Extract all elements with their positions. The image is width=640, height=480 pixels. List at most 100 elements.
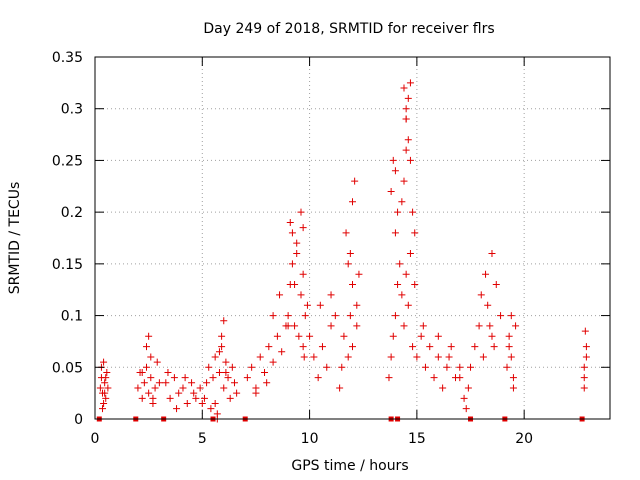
data-point [181, 374, 189, 382]
data-point [297, 208, 305, 216]
data-point [467, 363, 475, 371]
y-tick-label: 0.15 [52, 257, 83, 273]
data-point [342, 229, 350, 237]
data-point [218, 332, 226, 340]
y-tick-label: 0.05 [52, 360, 83, 376]
data-point [314, 374, 322, 382]
data-point [103, 368, 111, 376]
data-point [222, 358, 230, 366]
data-point [503, 363, 511, 371]
data-point [434, 332, 442, 340]
data-point [269, 312, 277, 320]
data-point [460, 394, 468, 402]
data-point [265, 343, 273, 351]
data-point [346, 312, 354, 320]
data-point [209, 374, 217, 382]
data-point [387, 353, 395, 361]
data-point [404, 94, 412, 102]
data-point [211, 399, 219, 407]
data-point [391, 312, 399, 320]
data-point [198, 399, 206, 407]
data-point [340, 332, 348, 340]
data-point [402, 270, 410, 278]
data-point [353, 301, 361, 309]
x-tick-label: 0 [91, 431, 100, 447]
data-point [147, 353, 155, 361]
data-point [488, 332, 496, 340]
y-tick-labels: 0 0.05 0.1 0.15 0.2 0.25 0.3 0.35 [52, 50, 83, 428]
data-point [445, 353, 453, 361]
data-point [256, 353, 264, 361]
data-point [331, 312, 339, 320]
y-tick-label: 0.1 [61, 309, 83, 325]
data-points [96, 79, 590, 423]
data-point [406, 79, 414, 87]
data-point [303, 301, 311, 309]
data-point [291, 322, 299, 330]
data-point [100, 358, 108, 366]
data-point [434, 353, 442, 361]
data-point [400, 322, 408, 330]
data-point [269, 358, 277, 366]
data-point [355, 270, 363, 278]
data-point [400, 177, 408, 185]
data-point [192, 394, 200, 402]
data-point [288, 260, 296, 268]
data-point [196, 384, 204, 392]
data-point [479, 353, 487, 361]
data-point [353, 322, 361, 330]
data-point [316, 301, 324, 309]
data-point [220, 384, 228, 392]
data-point [96, 384, 104, 392]
data-point [385, 374, 393, 382]
data-point [170, 374, 178, 382]
data-point [507, 312, 515, 320]
y-tick-label: 0.3 [61, 102, 83, 118]
data-point [215, 348, 223, 356]
y-tick-label: 0.25 [52, 153, 83, 169]
data-point [346, 250, 354, 258]
data-point [301, 312, 309, 320]
data-point [190, 389, 198, 397]
data-point [101, 379, 109, 387]
data-point [228, 363, 236, 371]
data-point [288, 229, 296, 237]
data-point [297, 291, 305, 299]
data-point [138, 394, 146, 402]
data-point [230, 379, 238, 387]
data-point [439, 384, 447, 392]
data-point [222, 368, 230, 376]
data-point [263, 379, 271, 387]
y-tick-label: 0.2 [61, 205, 83, 221]
data-point [200, 394, 208, 402]
data-point [226, 394, 234, 402]
y-axis-label: SRMTID / TECUs [7, 182, 23, 295]
data-point [413, 353, 421, 361]
x-tick-label: 15 [408, 431, 426, 447]
data-point [276, 291, 284, 299]
chart-title: Day 249 of 2018, SRMTID for receiver flr… [203, 21, 494, 37]
data-point [484, 301, 492, 309]
data-point [507, 353, 515, 361]
y-tick-label: 0.35 [52, 50, 83, 66]
data-point [387, 187, 395, 195]
data-point [145, 332, 153, 340]
data-point [447, 343, 455, 351]
data-point [404, 136, 412, 144]
data-point [99, 405, 107, 413]
data-point [505, 343, 513, 351]
data-point [349, 198, 356, 206]
data-point [582, 353, 590, 361]
data-point [417, 332, 425, 340]
data-point [205, 363, 213, 371]
data-point [486, 322, 494, 330]
data-point [155, 379, 163, 387]
data-point [509, 374, 517, 382]
plot-frame [94, 56, 611, 420]
data-point [211, 353, 219, 361]
data-point [299, 343, 307, 351]
data-point [409, 343, 417, 351]
x-tick-label: 10 [301, 431, 319, 447]
data-point [134, 384, 142, 392]
data-point [151, 384, 159, 392]
